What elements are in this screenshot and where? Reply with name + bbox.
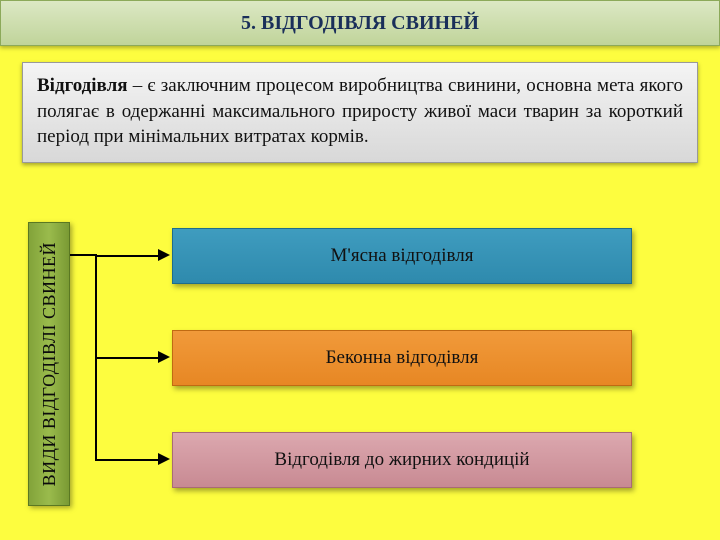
connector-branch-2 (95, 357, 160, 359)
connector-stub (70, 254, 95, 256)
slide-title: 5. ВІДГОДІВЛЯ СВИНЕЙ (241, 12, 479, 35)
category-label-3: Відгодівля до жирних кондицій (274, 449, 529, 471)
category-label-2: Беконна відгодівля (326, 347, 479, 369)
arrowhead-3 (158, 453, 170, 465)
types-vertical-bar: ВИДИ ВІДГОДІВЛІ СВИНЕЙ (28, 222, 70, 506)
arrowhead-1 (158, 249, 170, 261)
slide-title-bar: 5. ВІДГОДІВЛЯ СВИНЕЙ (0, 0, 720, 46)
category-box-meat: М'ясна відгодівля (172, 228, 632, 284)
connector-branch-3 (95, 459, 160, 461)
definition-text: Відгодівля – є заключним процесом виробн… (37, 75, 683, 147)
definition-rest: – є заключним процесом виробництва свини… (37, 75, 683, 147)
category-box-bacon: Беконна відгодівля (172, 330, 632, 386)
category-label-1: М'ясна відгодівля (331, 245, 474, 267)
definition-term: Відгодівля (37, 75, 128, 96)
connector-branch-1 (95, 255, 160, 257)
definition-box: Відгодівля – є заключним процесом виробн… (22, 62, 698, 163)
category-box-fat: Відгодівля до жирних кондицій (172, 432, 632, 488)
arrowhead-2 (158, 351, 170, 363)
types-vertical-label: ВИДИ ВІДГОДІВЛІ СВИНЕЙ (39, 242, 60, 486)
